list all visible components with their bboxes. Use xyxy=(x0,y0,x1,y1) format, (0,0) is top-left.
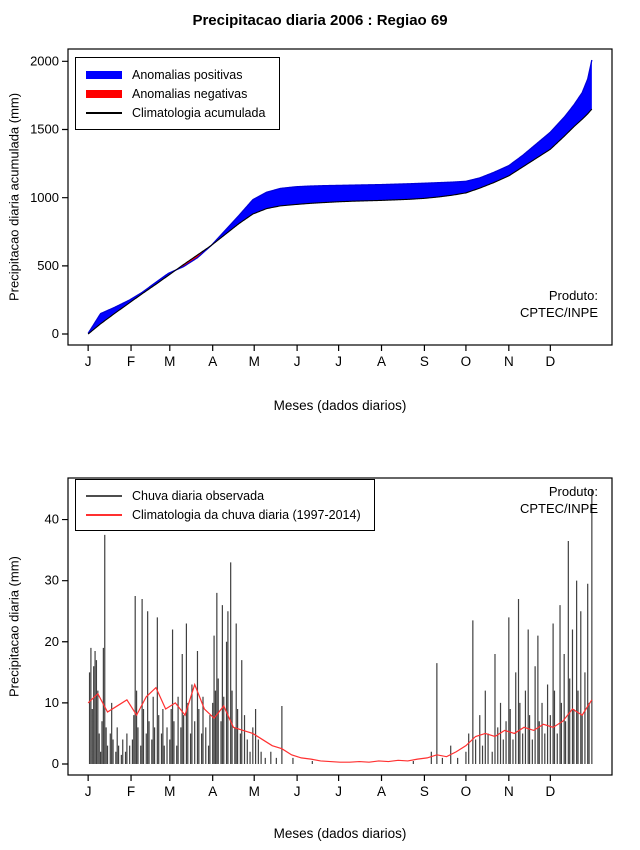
page-title: Precipitacao diaria 2006 : Regiao 69 xyxy=(192,12,448,29)
bottom-y-axis-label: Precipitacao diaria (mm) xyxy=(6,556,22,697)
legend-item-positive-anomalies: Anomalias positivas xyxy=(86,65,265,84)
legend-item-observed-daily-rain: Chuva diaria observada xyxy=(86,486,361,505)
product-line1: Produto: xyxy=(548,288,598,303)
bottom-legend: Chuva diaria observada Climatologia da c… xyxy=(75,479,375,531)
legend-label: Anomalias positivas xyxy=(132,67,243,82)
legend-item-climatology-accumulated: Climatologia acumulada xyxy=(86,103,265,122)
bottom-x-axis-label: Meses (dados diarios) xyxy=(273,826,407,841)
product-line2: CPTEC/INPE xyxy=(519,305,598,320)
legend-label: Anomalias negativas xyxy=(132,86,248,101)
climatology-rain-line-swatch-icon xyxy=(86,513,122,516)
top-x-axis-label: Meses (dados diarios) xyxy=(273,398,407,413)
negative-anomaly-swatch-icon xyxy=(86,89,122,98)
legend-label: Climatologia da chuva diaria (1997-2014) xyxy=(132,507,361,522)
product-line1: Produto: xyxy=(548,484,598,499)
top-product-annotation: Produto: CPTEC/INPE xyxy=(520,287,598,321)
positive-anomaly-swatch-icon xyxy=(86,70,122,79)
legend-label: Climatologia acumulada xyxy=(132,105,266,120)
product-line2: CPTEC/INPE xyxy=(519,501,598,516)
bottom-product-annotation: Produto: CPTEC/INPE xyxy=(520,483,598,517)
top-y-axis-label: Precipitacao diaria acumulada (mm) xyxy=(6,92,22,302)
climatology-line-swatch-icon xyxy=(86,111,122,114)
legend-item-negative-anomalies: Anomalias negativas xyxy=(86,84,265,103)
legend-label: Chuva diaria observada xyxy=(132,488,265,503)
legend-item-daily-rain-climatology: Climatologia da chuva diaria (1997-2014) xyxy=(86,505,361,524)
observed-rain-line-swatch-icon xyxy=(86,494,122,497)
top-legend: Anomalias positivas Anomalias negativas … xyxy=(75,57,281,130)
